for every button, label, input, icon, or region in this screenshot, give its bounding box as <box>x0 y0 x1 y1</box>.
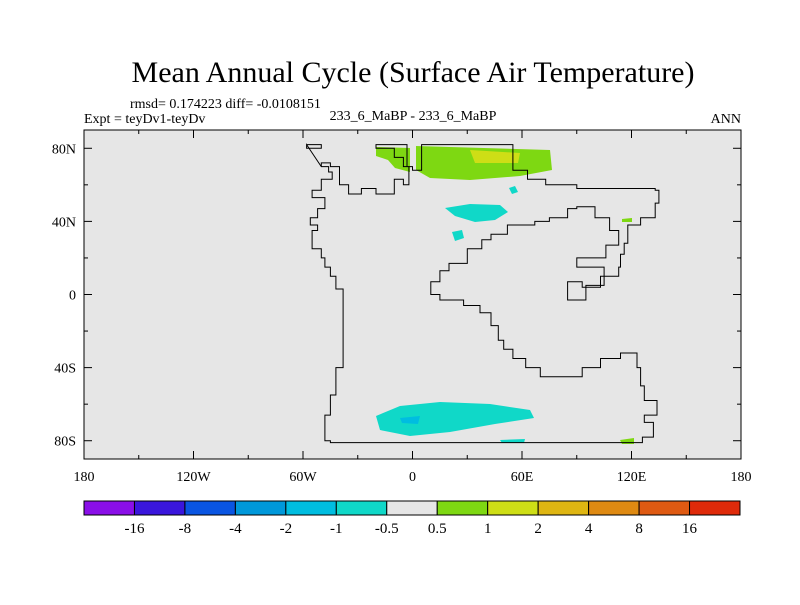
x-tick-label: 60E <box>511 470 534 485</box>
anomaly-region-arctic-positive-core <box>470 150 520 163</box>
anomaly-region-east-positive-small <box>622 218 632 222</box>
coastline-path <box>306 142 660 444</box>
colorbar-label: -8 <box>179 521 192 537</box>
period-label: 233_6_MaBP - 233_6_MaBP <box>330 109 497 124</box>
colorbar-label: 2 <box>534 521 542 537</box>
chart-title: Mean Annual Cycle (Surface Air Temperatu… <box>132 56 695 89</box>
x-tick-label: 180 <box>74 470 95 485</box>
anomaly-region-eurasia-negative-small <box>452 230 464 241</box>
anomaly-fields <box>376 146 634 444</box>
colorbar-label: 16 <box>682 521 698 537</box>
colorbar-swatch <box>436 500 489 516</box>
x-tick-label: 120E <box>617 470 647 485</box>
y-tick-label: 80S <box>54 435 76 450</box>
y-tick-label: 80N <box>52 142 76 157</box>
colorbar-swatch <box>234 500 287 516</box>
plot-area <box>84 130 741 459</box>
colorbar-swatch <box>386 500 438 516</box>
experiment-label: Expt = teyDv1-teyDv <box>84 112 205 127</box>
y-axis: 80N 40N 0 40S 80S <box>52 142 741 450</box>
colorbar-label: 0.5 <box>428 521 447 537</box>
coastline <box>306 142 660 444</box>
colorbar-swatch <box>487 500 539 516</box>
y-tick-label: 40N <box>52 215 76 230</box>
colorbar-swatch <box>285 500 337 516</box>
y-tick-label: 40S <box>54 362 76 377</box>
colorbar-swatch <box>537 500 590 516</box>
anomaly-region-antarctic-negative-core <box>400 416 420 424</box>
y-tick-label: 0 <box>69 289 76 304</box>
anomaly-region-antarctic-negative <box>376 402 534 436</box>
colorbar-swatch <box>588 500 640 516</box>
x-tick-label: 180 <box>731 470 752 485</box>
colorbar-swatch <box>335 500 388 516</box>
colorbar-label: -16 <box>124 521 144 537</box>
colorbar-label: -2 <box>280 521 293 537</box>
season-label: ANN <box>711 112 741 127</box>
colorbar-swatch <box>689 500 741 516</box>
stats-text: rmsd= 0.174223 diff= -0.0108151 <box>130 97 321 112</box>
colorbar-label: -1 <box>330 521 343 537</box>
colorbar: -16 -8 -4 -2 -1 -0.5 0.5 1 2 4 8 16 <box>83 500 741 537</box>
x-tick-label: 0 <box>409 470 416 485</box>
anomaly-region-greenland-positive <box>376 147 410 172</box>
anomaly-region-eurasia-negative <box>445 204 508 222</box>
colorbar-swatch <box>638 500 691 516</box>
x-tick-label: 60W <box>289 470 317 485</box>
colorbar-label: 8 <box>635 521 643 537</box>
x-tick-label: 120W <box>176 470 211 485</box>
colorbar-label: -4 <box>229 521 242 537</box>
x-axis: 180 120W 60W 0 60E 120E 180 <box>74 130 752 485</box>
colorbar-label: 4 <box>585 521 593 537</box>
colorbar-label: 1 <box>484 521 492 537</box>
anomaly-region-antarctic-tail <box>500 439 525 443</box>
colorbar-swatch <box>83 500 135 516</box>
anomaly-region-north-pacific-negative <box>509 186 518 194</box>
colorbar-label: -0.5 <box>375 521 399 537</box>
colorbar-swatch <box>133 500 186 516</box>
colorbar-swatch <box>184 500 236 516</box>
